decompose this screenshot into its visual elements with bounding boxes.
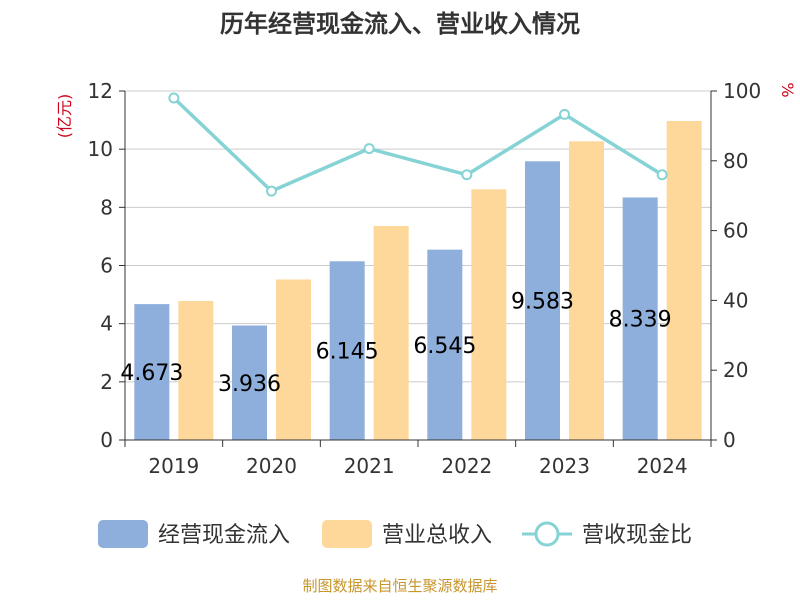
bar-total-revenue xyxy=(373,225,409,440)
source-note: 制图数据来自恒生聚源数据库 xyxy=(302,577,497,595)
left-tick-label: 8 xyxy=(100,195,113,219)
x-tick-label: 2022 xyxy=(441,454,492,478)
legend: 经营现金流入 营业总收入 营收现金比 xyxy=(98,520,692,548)
ratio-line-path xyxy=(172,96,664,193)
left-tick-label: 0 xyxy=(100,428,113,452)
left-tick-label: 4 xyxy=(100,312,113,336)
data-label: 9.583 xyxy=(511,290,574,315)
bar-total-revenue xyxy=(569,141,604,441)
x-tick-label: 2024 xyxy=(637,454,688,478)
data-label: 6.545 xyxy=(413,334,476,359)
bar-operating-cash-inflow xyxy=(134,304,170,440)
left-tick-label: 2 xyxy=(100,370,113,394)
ratio-line xyxy=(168,92,668,197)
x-tick-label: 2023 xyxy=(539,454,590,478)
bar-total-revenue xyxy=(471,189,507,440)
ratio-point xyxy=(266,185,277,197)
x-tick-label: 2020 xyxy=(246,454,297,478)
bar-total-revenue xyxy=(666,120,702,440)
legend-swatch-total-revenue xyxy=(322,520,372,548)
axes: 0 2 4 6 8 10 12 0 20 40 60 80 100 2019 2020 2021 2022 202… xyxy=(88,79,762,478)
ratio-point xyxy=(168,92,180,104)
left-tick-label: 10 xyxy=(88,137,113,161)
grid xyxy=(125,90,711,383)
ratio-point xyxy=(461,169,473,181)
bar-operating-cash-inflow xyxy=(622,197,658,440)
legend-label-total-revenue: 营业总收入 xyxy=(382,523,492,548)
chart-title: 历年经营现金流入、营业收入情况 xyxy=(220,10,580,38)
ratio-point xyxy=(656,169,668,181)
left-tick-label: 6 xyxy=(100,254,113,278)
right-tick-label: 0 xyxy=(723,428,736,452)
right-tick-label: 20 xyxy=(723,358,748,382)
data-label: 4.673 xyxy=(120,361,183,386)
x-tick-label: 2019 xyxy=(148,454,199,478)
bar-total-revenue xyxy=(178,300,214,440)
legend-swatch-operating-cash-inflow xyxy=(98,520,148,548)
data-label: 6.145 xyxy=(316,340,379,365)
left-axis-unit: (亿元) xyxy=(55,94,74,139)
legend-label-ratio: 营收现金比 xyxy=(582,523,692,548)
bars xyxy=(134,120,702,441)
bar-total-revenue xyxy=(276,279,311,440)
left-tick-label: 12 xyxy=(88,79,113,103)
legend-swatch-ratio-marker xyxy=(534,521,560,547)
data-label: 8.339 xyxy=(609,308,672,333)
bar-operating-cash-inflow xyxy=(329,261,365,440)
data-labels: 4.673 3.936 6.145 6.545 9.583 8.339 xyxy=(120,290,671,397)
right-axis-unit: % xyxy=(778,82,797,97)
ratio-point xyxy=(559,108,570,120)
data-label: 3.936 xyxy=(218,372,281,397)
bar-operating-cash-inflow xyxy=(427,249,463,440)
bar-operating-cash-inflow xyxy=(232,325,267,440)
x-tick-label: 2021 xyxy=(344,454,395,478)
bar-operating-cash-inflow xyxy=(525,161,560,440)
right-tick-label: 40 xyxy=(723,288,748,312)
right-tick-label: 100 xyxy=(723,79,761,103)
ratio-point xyxy=(363,143,375,155)
right-tick-label: 80 xyxy=(723,149,748,173)
right-tick-label: 60 xyxy=(723,219,748,243)
legend-label-operating-cash-inflow: 经营现金流入 xyxy=(158,523,290,548)
